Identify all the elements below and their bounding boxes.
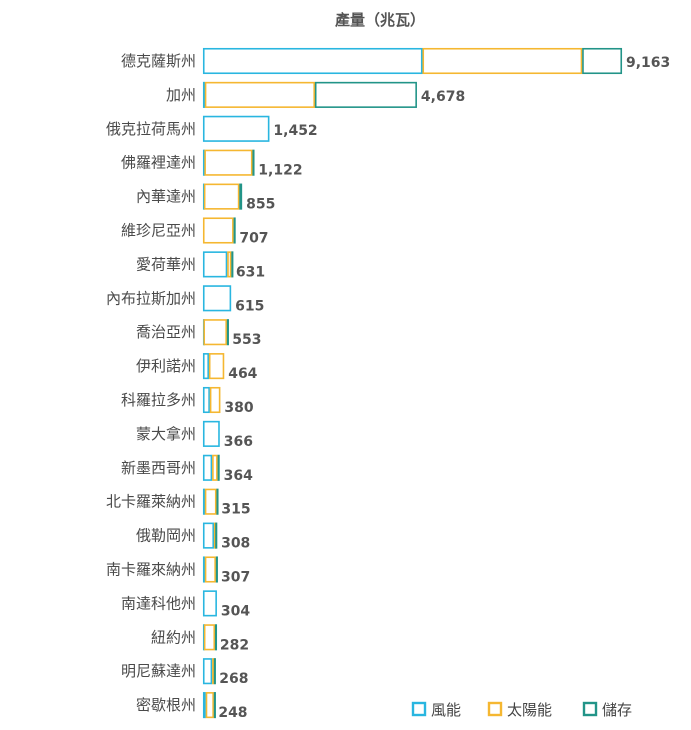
- category-label: 維珍尼亞州: [121, 222, 196, 240]
- total-label: 315: [221, 502, 250, 518]
- bar-segment: [202, 47, 423, 75]
- category-label: 內華達州: [136, 188, 196, 206]
- bar-segment: [202, 488, 206, 515]
- bar-segment: [202, 658, 213, 685]
- legend: 風能 太陽能 儲存: [411, 701, 632, 719]
- bar-segment: [208, 353, 225, 380]
- bar-segment: [204, 556, 216, 583]
- bar-segment: [582, 47, 623, 75]
- category-label: 加州: [166, 86, 196, 104]
- bar-segment: [212, 658, 215, 685]
- category-label: 內布拉斯加州: [106, 289, 196, 307]
- bar-segment: [422, 47, 583, 75]
- bar-segment: [202, 285, 232, 312]
- category-label: 南卡羅來納州: [106, 561, 196, 579]
- bar-segment: [202, 386, 210, 414]
- bar-segment: [202, 149, 206, 176]
- bar-segment: [202, 217, 234, 244]
- bar-segment: [209, 386, 221, 414]
- bar-segment: [314, 81, 417, 108]
- total-label: 9,163: [626, 55, 670, 71]
- bar-segment: [204, 488, 217, 515]
- legend-label: 風能: [431, 701, 461, 719]
- category-label: 科羅拉多州: [121, 391, 196, 409]
- bar-segment: [204, 81, 315, 108]
- bar-segment: [203, 624, 216, 651]
- category-label: 俄勒岡州: [136, 527, 196, 545]
- bar-segment: [226, 319, 229, 346]
- bar-segment: [217, 454, 220, 481]
- category-label: 愛荷華州: [136, 255, 196, 273]
- bar-segment: [205, 692, 214, 719]
- bar-segment: [202, 251, 228, 278]
- bar-segment: [202, 81, 206, 108]
- bar-segment: [202, 590, 217, 617]
- bar-segment: [202, 454, 213, 481]
- bar-segment: [213, 522, 217, 549]
- bar-segment: [214, 624, 218, 651]
- total-label: 631: [236, 264, 265, 280]
- total-label: 707: [239, 231, 268, 247]
- category-label: 明尼蘇達州: [121, 662, 196, 680]
- category-label: 新墨西哥州: [121, 459, 196, 477]
- total-label: 366: [224, 434, 253, 450]
- total-label: 855: [246, 197, 275, 213]
- bar-segment: [233, 217, 236, 244]
- total-label: 553: [232, 332, 261, 348]
- total-label: 364: [224, 468, 253, 484]
- total-label: 1,122: [258, 163, 302, 179]
- bar-segment: [213, 658, 216, 685]
- total-label: 248: [218, 705, 247, 721]
- bar-segment: [203, 183, 240, 210]
- bar-segment: [212, 454, 218, 481]
- bar-segment: [202, 353, 209, 380]
- bar-segment: [227, 251, 232, 278]
- legend-label: 儲存: [602, 701, 632, 719]
- bar-segment: [215, 522, 218, 549]
- bar-segment: [215, 556, 218, 583]
- legend-swatch: [411, 701, 427, 717]
- total-label: 464: [228, 366, 257, 382]
- category-label: 密歇根州: [136, 696, 196, 714]
- legend-label: 太陽能: [507, 701, 552, 719]
- bar-segment: [202, 692, 206, 719]
- bar-segment: [213, 692, 216, 719]
- category-label: 德克薩斯州: [121, 52, 196, 70]
- category-label: 俄克拉荷馬州: [106, 120, 196, 138]
- legend-swatch: [582, 701, 598, 717]
- category-label: 佛羅裡達州: [121, 154, 196, 172]
- category-label: 紐約州: [151, 628, 196, 646]
- bar-segment: [216, 488, 219, 515]
- category-label: 喬治亞州: [136, 323, 196, 341]
- category-label: 伊利諾州: [136, 357, 196, 375]
- bar-segment: [202, 522, 215, 549]
- total-label: 4,678: [421, 89, 465, 105]
- category-label: 南達科他州: [121, 594, 196, 612]
- category-label: 北卡羅萊納州: [106, 493, 196, 511]
- total-label: 380: [224, 400, 253, 416]
- total-label: 307: [221, 570, 250, 586]
- total-label: 304: [221, 603, 250, 619]
- total-label: 268: [219, 671, 248, 687]
- bars-group: 德克薩斯州 9,163 加州 4,678 俄克拉荷馬州 1,452 佛羅裡達州 1,122 內華…: [106, 47, 670, 721]
- chart-title: 產量（兆瓦）: [334, 11, 425, 29]
- bar-segment: [202, 115, 270, 142]
- bar-segment: [204, 149, 253, 176]
- total-label: 308: [221, 536, 250, 552]
- bar-segment: [202, 556, 206, 583]
- bar-segment: [252, 149, 255, 176]
- bar-segment: [239, 183, 243, 210]
- bar-segment: [231, 251, 234, 278]
- bar-segment: [202, 420, 220, 447]
- bar-segment: [203, 319, 227, 346]
- total-label: 615: [235, 298, 264, 314]
- category-label: 蒙大拿州: [136, 425, 196, 443]
- legend-swatch: [487, 701, 503, 717]
- total-label: 282: [220, 637, 249, 653]
- total-label: 1,452: [273, 123, 317, 139]
